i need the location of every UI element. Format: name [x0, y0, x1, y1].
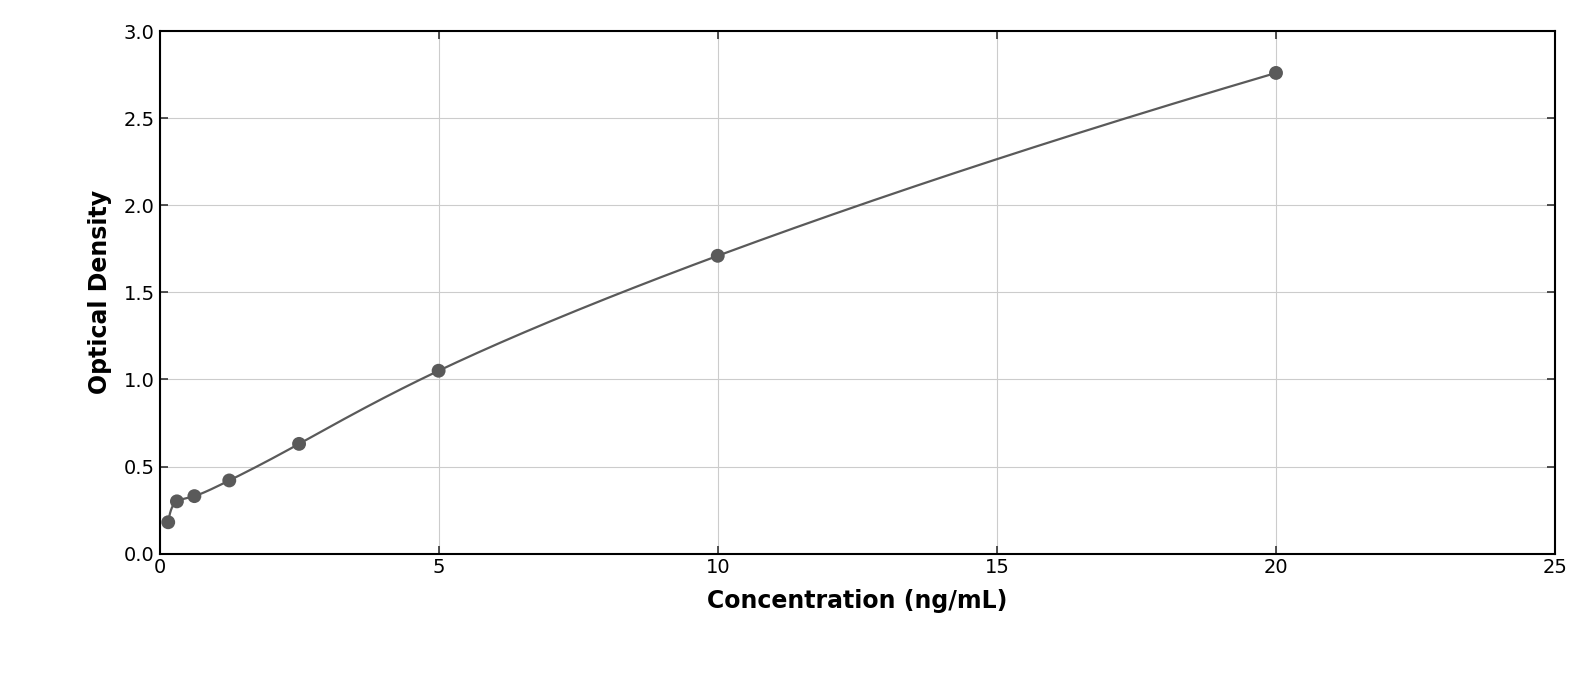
Point	[705, 251, 731, 262]
Point	[164, 495, 190, 507]
Point	[287, 438, 313, 449]
Point	[155, 517, 180, 528]
Point	[426, 365, 451, 376]
Point	[1263, 67, 1289, 78]
Point	[217, 475, 242, 486]
Y-axis label: Optical Density: Optical Density	[88, 190, 112, 394]
Point	[182, 491, 207, 502]
X-axis label: Concentration (ng/mL): Concentration (ng/mL)	[707, 589, 1008, 612]
